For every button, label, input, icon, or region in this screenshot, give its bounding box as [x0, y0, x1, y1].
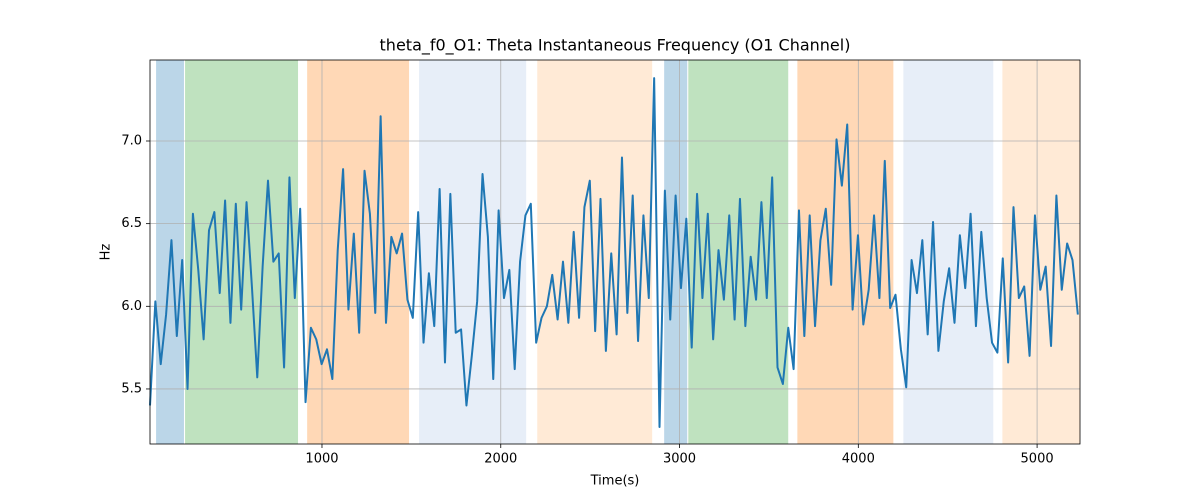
axes-frame: [149, 59, 1081, 445]
x-axis-label: Time(s): [590, 474, 640, 489]
y-tick-label: 6.0: [121, 299, 142, 314]
span: [903, 60, 994, 444]
x-tick-label: 2000: [484, 452, 517, 467]
span: [185, 60, 299, 444]
y-tick-label: 6.5: [121, 216, 142, 231]
x-tick-label: 3000: [663, 452, 696, 467]
y-tick-label: 7.0: [121, 133, 142, 148]
span: [664, 60, 688, 444]
spans: [156, 60, 1080, 444]
x-tick-label: 4000: [842, 452, 875, 467]
plot: [149, 77, 1079, 428]
span: [419, 60, 527, 444]
span: [307, 60, 410, 444]
span: [1002, 60, 1080, 444]
y-tick-label: 5.5: [121, 381, 142, 396]
chart-title: theta_f0_O1: Theta Instantaneous Frequen…: [380, 36, 851, 56]
y-axis-label: Hz: [99, 244, 114, 261]
x-tick-label: 5000: [1021, 452, 1054, 467]
span: [537, 60, 653, 444]
x-tick-label: 1000: [305, 452, 338, 467]
ticks: 1000 2000 3000 4000 5000 5.5 6.0 6.5 7.0: [121, 133, 1053, 466]
line: [149, 77, 1079, 428]
